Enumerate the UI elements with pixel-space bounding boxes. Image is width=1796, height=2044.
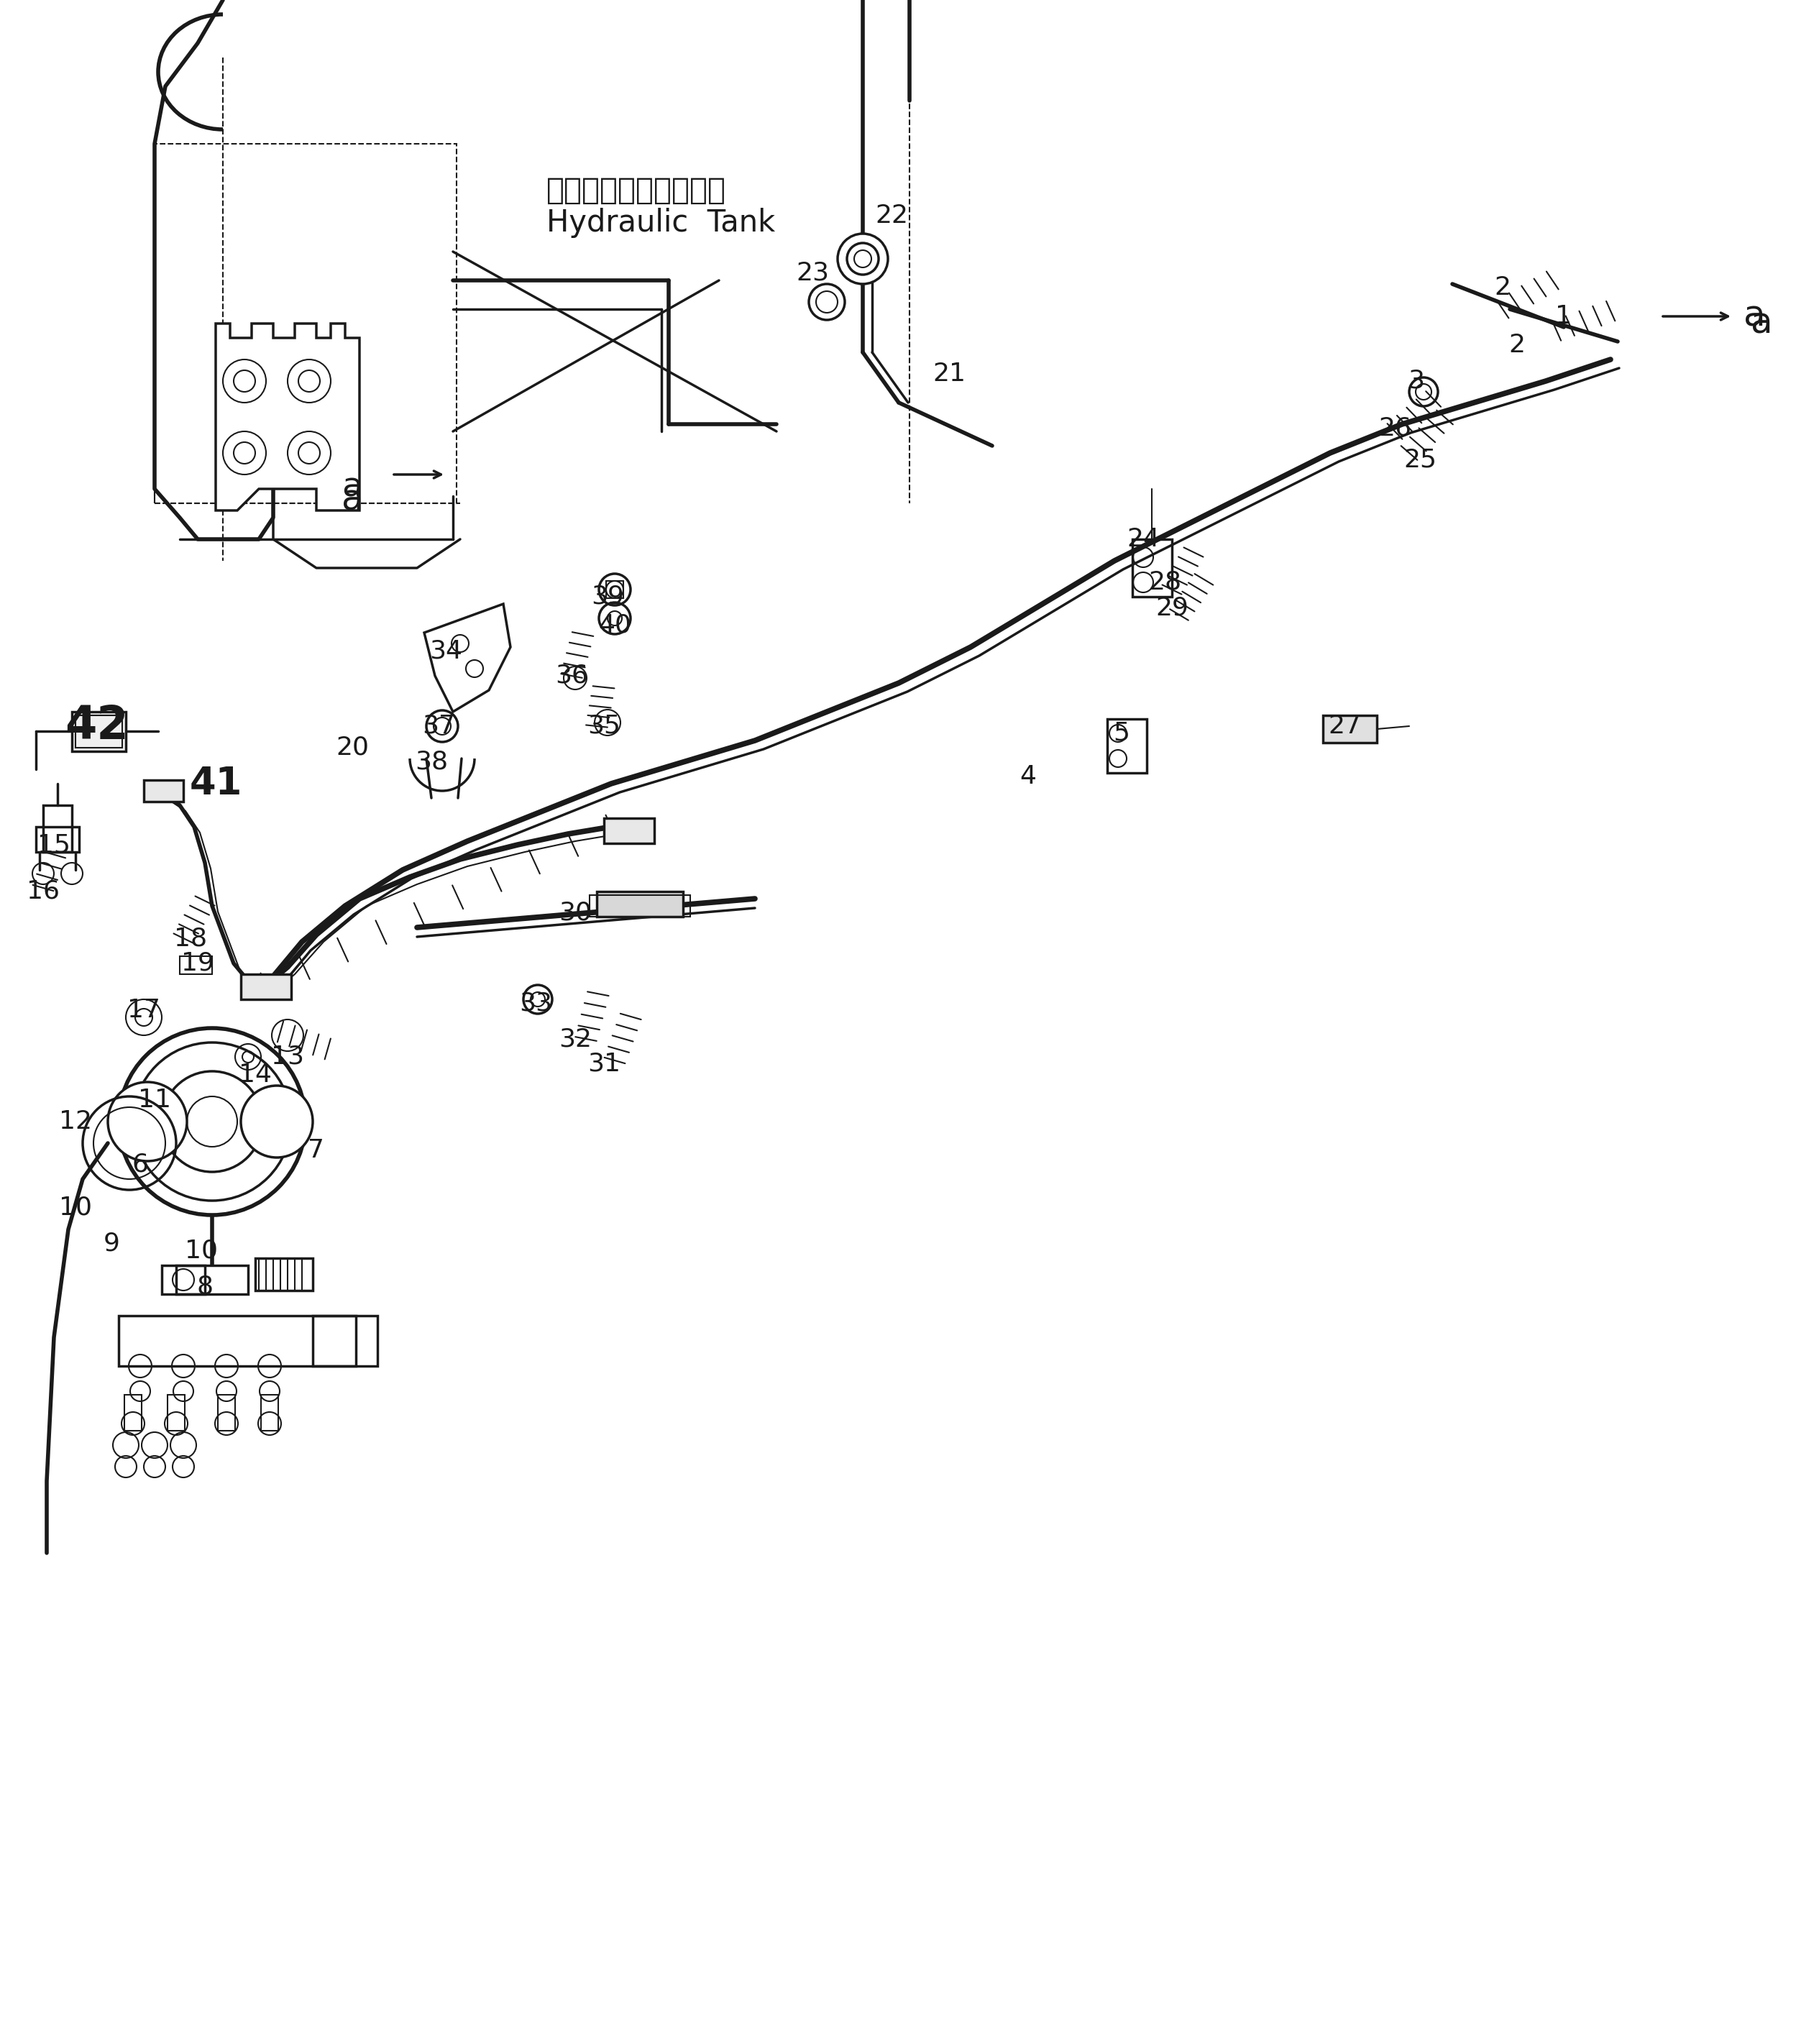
Text: 42: 42 [65, 703, 129, 748]
Bar [260, 1394, 278, 1431]
Bar [241, 975, 291, 1000]
Text: 22: 22 [875, 204, 909, 229]
Circle shape [108, 1081, 187, 1161]
Bar [603, 818, 654, 844]
Text: 15: 15 [38, 832, 70, 856]
Text: 14: 14 [239, 1063, 271, 1087]
Text: a: a [341, 472, 363, 503]
Text: 41: 41 [189, 764, 242, 803]
Bar [36, 828, 79, 852]
Text: 23: 23 [796, 262, 830, 286]
Text: 20: 20 [336, 736, 368, 760]
Text: 39: 39 [591, 585, 623, 609]
Text: a: a [341, 482, 363, 517]
Text: 37: 37 [422, 713, 454, 738]
Text: 34: 34 [429, 638, 462, 662]
Text: 35: 35 [587, 713, 620, 738]
Text: 17: 17 [128, 997, 160, 1022]
Bar [180, 957, 212, 975]
Text: 1: 1 [1555, 305, 1572, 329]
Text: 19: 19 [181, 950, 214, 975]
Text: a: a [1751, 307, 1773, 341]
Bar [119, 1316, 377, 1365]
Text: 2: 2 [1494, 276, 1510, 300]
Text: 27: 27 [1327, 713, 1361, 738]
Text: 21: 21 [932, 362, 966, 386]
Text: 26: 26 [1378, 415, 1412, 439]
Text: 7: 7 [309, 1139, 325, 1163]
Bar [596, 891, 682, 916]
Text: 29: 29 [1155, 595, 1189, 619]
Circle shape [241, 1085, 313, 1157]
Text: 11: 11 [138, 1087, 171, 1112]
Text: 30: 30 [559, 901, 591, 926]
Bar [72, 711, 126, 752]
Text: 38: 38 [415, 750, 447, 775]
Text: 5: 5 [1114, 722, 1130, 746]
Bar [167, 1394, 185, 1431]
Text: 28: 28 [1148, 570, 1182, 595]
Text: 32: 32 [559, 1026, 591, 1051]
Text: 4: 4 [1020, 764, 1036, 789]
Bar [605, 580, 623, 599]
Text: 36: 36 [555, 664, 587, 689]
Bar [124, 1394, 142, 1431]
Bar [1133, 540, 1173, 597]
Text: 40: 40 [598, 613, 630, 638]
Text: 24: 24 [1126, 527, 1160, 552]
Text: 12: 12 [59, 1110, 92, 1134]
Polygon shape [424, 603, 510, 711]
Bar [144, 781, 183, 801]
Text: Hydraulic  Tank: Hydraulic Tank [546, 208, 776, 237]
Text: ハイドロリックタンク: ハイドロリックタンク [546, 176, 726, 206]
Bar [589, 895, 690, 916]
Circle shape [837, 233, 887, 284]
Bar [162, 1265, 205, 1294]
Text: 6: 6 [131, 1153, 149, 1177]
Bar [255, 1259, 313, 1290]
Bar [75, 715, 122, 748]
Text: 13: 13 [271, 1044, 304, 1069]
Text: a: a [1744, 298, 1765, 333]
Bar [313, 1316, 356, 1365]
Text: 33: 33 [519, 991, 551, 1016]
Text: 18: 18 [174, 926, 207, 950]
Text: 2: 2 [1509, 333, 1525, 358]
Polygon shape [216, 323, 359, 511]
Text: 9: 9 [102, 1233, 120, 1255]
Bar [43, 805, 72, 852]
Bar [217, 1394, 235, 1431]
Text: 10: 10 [59, 1196, 92, 1220]
Text: 3: 3 [1408, 368, 1424, 392]
Text: 10: 10 [185, 1239, 217, 1263]
Text: 31: 31 [587, 1053, 620, 1077]
Text: 8: 8 [196, 1275, 214, 1300]
Bar [1324, 715, 1378, 742]
Circle shape [119, 1028, 305, 1214]
Text: 25: 25 [1403, 448, 1437, 472]
Bar [1106, 719, 1148, 773]
Bar [176, 1265, 248, 1294]
Text: 16: 16 [27, 879, 59, 903]
Bar [154, 143, 456, 503]
